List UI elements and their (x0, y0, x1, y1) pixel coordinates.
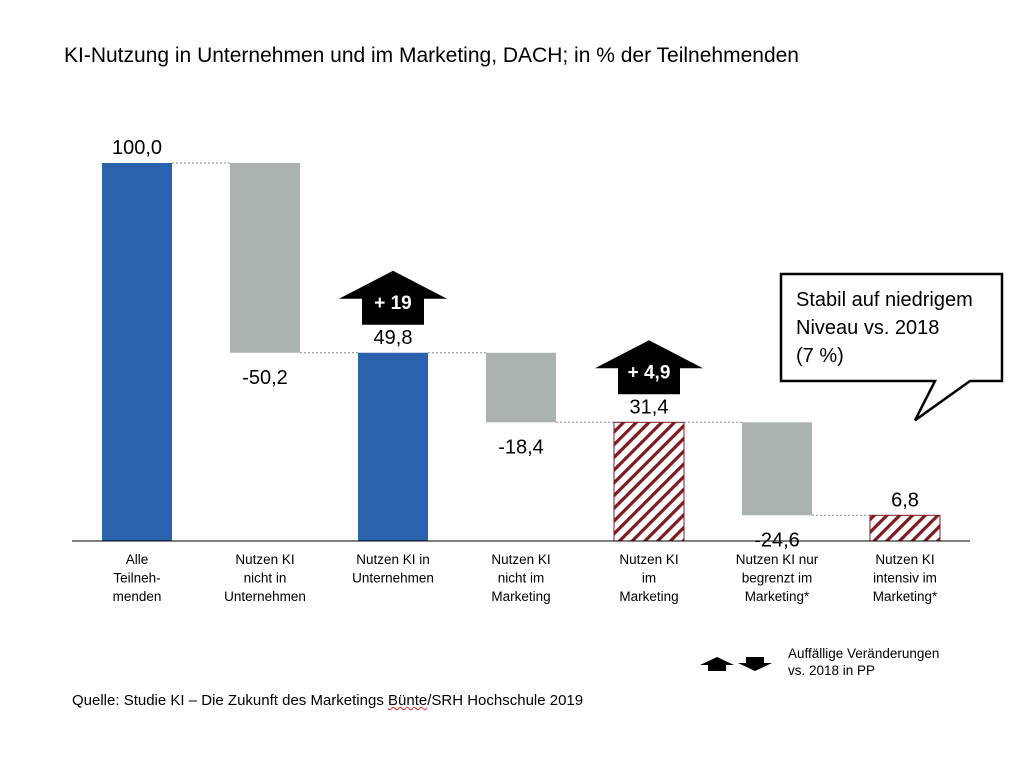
value-label-3: 49,8 (374, 327, 413, 349)
arrow-up-icon: + 19 (339, 270, 447, 325)
category-label-7: Marketing* (873, 589, 938, 604)
chart-title: KI-Nutzung in Unternehmen und im Marketi… (64, 44, 799, 67)
bar-1 (102, 163, 172, 541)
value-label-7: 6,8 (891, 489, 919, 511)
legend-line: vs. 2018 in PP (788, 663, 876, 678)
bar-5 (613, 421, 685, 542)
value-labels: 100,0 -50,2 49,8 -18,4 31,4 -24,6 6,8 (112, 137, 919, 551)
source-note: Quelle: Studie KI – Die Zukunft des Mark… (72, 692, 583, 709)
category-label-4: nicht im (498, 571, 545, 586)
category-label-7: Nutzen KI (875, 552, 934, 567)
bars (102, 163, 941, 542)
category-label-3: Nutzen KI in (356, 552, 430, 567)
callout-text: Stabil auf niedrigem Niveau vs. 2018 (7 … (796, 286, 1006, 370)
category-label-5: im (642, 571, 656, 586)
bar-6 (742, 422, 812, 516)
category-label-4: Marketing (491, 589, 550, 604)
category-label-2: Nutzen KI (235, 552, 294, 567)
category-label-2: nicht in (244, 571, 287, 586)
category-label-6: begrenzt im (742, 571, 813, 586)
change-arrows: + 19 + 4,9 (339, 270, 703, 395)
category-label-5: Nutzen KI (619, 552, 678, 567)
source-underlined: Bünte (388, 692, 428, 709)
category-labels: Alle Teilneh-menden Nutzen KI nicht in Unter… (113, 552, 938, 604)
callout-line: Niveau vs. 2018 (796, 317, 940, 339)
value-label-6: -24,6 (754, 529, 800, 551)
callout-box (779, 272, 1004, 422)
category-label-6: Marketing* (745, 589, 810, 604)
arrow-up-icon (700, 657, 734, 671)
category-label-1: menden (113, 589, 162, 604)
source-prefix: Quelle: Studie KI – Die Zukunft des Mark… (72, 692, 388, 709)
value-label-2: -50,2 (242, 367, 288, 389)
value-label-5: 31,4 (630, 396, 669, 418)
change-label-2: + 4,9 (628, 362, 671, 383)
legend: Auffällige Veränderungen vs. 2018 in PP (700, 645, 980, 685)
legend-text: Auffällige Veränderungen vs. 2018 in PP (788, 645, 978, 679)
bar-3 (358, 352, 428, 541)
change-label-1: + 19 (374, 293, 412, 314)
legend-line: Auffällige Veränderungen (788, 646, 940, 661)
category-label-2: Unternehmen (224, 589, 306, 604)
category-label-5: Marketing (619, 589, 678, 604)
category-label-4: Nutzen KI (491, 552, 550, 567)
category-label-1: Teilneh- (113, 571, 160, 586)
value-label-1: 100,0 (112, 137, 162, 159)
value-label-4: -18,4 (498, 436, 544, 458)
arrow-up-icon: + 4,9 (595, 340, 703, 395)
bar-4 (486, 352, 556, 423)
callout-line: (7 %) (796, 345, 844, 367)
category-label-1: Alle (126, 552, 149, 567)
connector-lines (172, 162, 870, 516)
bar-7 (869, 514, 941, 542)
bar-2 (230, 163, 300, 353)
category-label-7: intensiv im (873, 571, 937, 586)
callout-line: Stabil auf niedrigem (796, 289, 973, 311)
waterfall-chart: 100,0 -50,2 49,8 -18,4 31,4 -24,6 6,8 Alle Teil… (72, 137, 1004, 604)
source-suffix: /SRH Hochschule 2019 (427, 692, 584, 709)
category-label-3: Unternehmen (352, 571, 434, 586)
arrow-down-icon (738, 657, 772, 671)
callout-bubble (779, 272, 1004, 422)
category-label-6: Nutzen KI nur (736, 552, 819, 567)
